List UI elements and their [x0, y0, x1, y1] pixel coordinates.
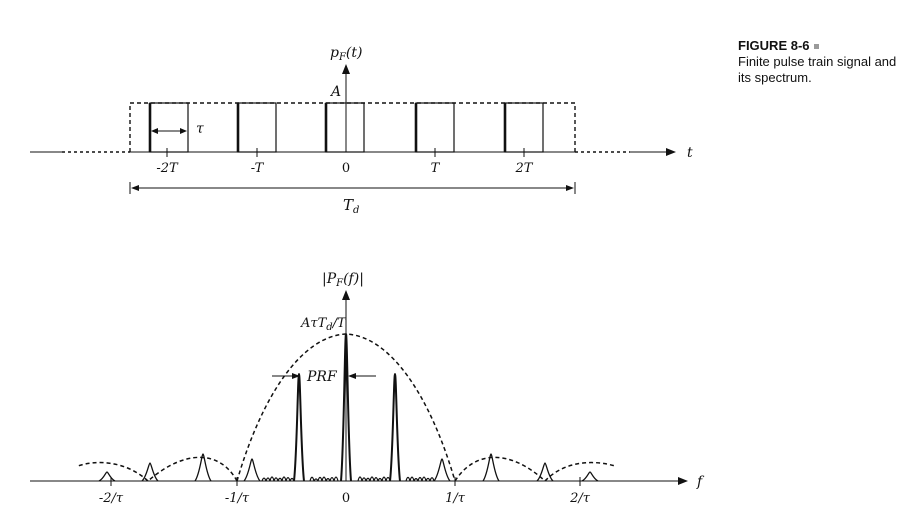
spectral-peak: [141, 462, 159, 482]
frequency-domain-plot: f |PF(f)| AτTd/T PRF -2/τ -1/τ 0 1/τ 2/τ: [30, 271, 705, 506]
spectral-peak: [536, 462, 554, 482]
spectrum-ripples: [261, 476, 435, 482]
spectral-peak: [194, 453, 212, 482]
tick-label-2T: 2T: [515, 161, 534, 176]
tick-label-minus-2T: -2T: [156, 161, 179, 176]
pulse-2T: [504, 102, 544, 153]
figure-caption: FIGURE 8-6 Finite pulse train signal and…: [738, 38, 908, 86]
time-envelope-dashed: [129, 102, 576, 152]
duration-label: Td: [343, 196, 359, 216]
time-axis-label: t: [687, 145, 693, 161]
tau-left-arrow-icon: [151, 128, 158, 134]
time-domain-plot: t pF(t) A τ -2T -T 0 T 2T: [30, 45, 693, 216]
caption-title: FIGURE 8-6: [738, 38, 810, 53]
pulse-minus-2T: [149, 102, 189, 153]
sinc-side-lobe-left-1: [147, 456, 238, 482]
ftick-label-minus-2-over-tau: -2/τ: [99, 491, 124, 506]
tick-label-T: T: [431, 161, 441, 176]
pulse-T: [415, 102, 455, 153]
prf-left-arrow-icon: [292, 373, 300, 379]
ftick-label-1-over-tau: 1/τ: [445, 491, 466, 506]
caption-text: Finite pulse train signal and its spectr…: [738, 54, 897, 85]
spectral-peak: [293, 372, 305, 482]
sinc-side-lobe-left-2: [77, 461, 149, 482]
pulse-width-label: τ: [196, 121, 204, 137]
spectral-peak: [581, 471, 599, 482]
ftick-label-minus-1-over-tau: -1/τ: [225, 491, 250, 506]
td-right-arrow-icon: [566, 185, 574, 191]
prf-right-arrow-icon: [348, 373, 356, 379]
sinc-side-lobe-right-2: [544, 461, 616, 482]
tick-label-0: 0: [342, 161, 350, 176]
prf-label: PRF: [306, 369, 338, 385]
ftick-label-0: 0: [342, 491, 350, 506]
spectral-peak: [243, 458, 261, 482]
time-axis-arrow-icon: [666, 148, 676, 156]
pf-axis-label: pF(t): [330, 45, 362, 63]
td-left-arrow-icon: [131, 185, 139, 191]
amplitude-label: A: [329, 84, 341, 100]
spectral-peak: [433, 458, 451, 482]
caption-marker-icon: [813, 44, 819, 50]
peak-amplitude-label: AτTd/T: [300, 316, 347, 333]
spectral-peak: [98, 471, 116, 482]
pf-axis-arrow-icon: [342, 64, 350, 74]
frequency-axis-label: f: [696, 474, 705, 490]
tau-right-arrow-icon: [180, 128, 187, 134]
spectrum-axis-arrow-icon: [342, 290, 350, 300]
spectral-peak: [482, 453, 500, 482]
spectral-peaks: [98, 332, 599, 482]
spectral-peak: [340, 332, 352, 482]
spectrum-axis-label: |PF(f)|: [322, 271, 364, 289]
ftick-label-2-over-tau: 2/τ: [569, 491, 591, 506]
tick-label-minus-T: -T: [251, 161, 265, 176]
spectral-peak: [389, 372, 401, 482]
frequency-axis-arrow-icon: [678, 477, 688, 485]
pulse-minus-T: [237, 102, 277, 153]
sinc-side-lobe-right-1: [454, 456, 546, 482]
pulse-0: [325, 102, 365, 153]
